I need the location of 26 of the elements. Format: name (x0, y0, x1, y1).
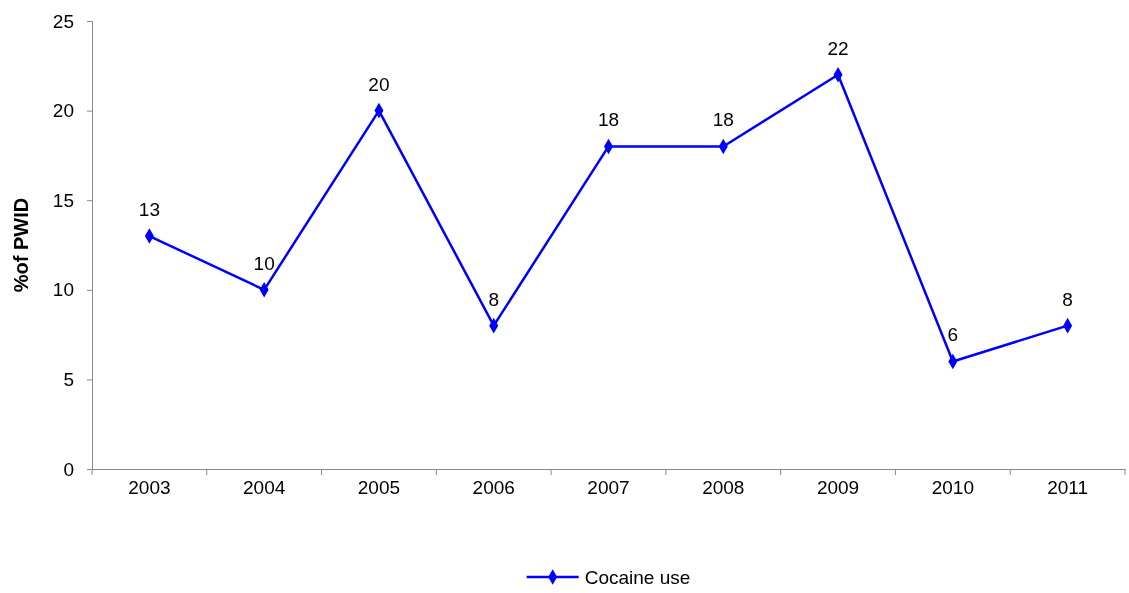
x-tick-label: 2008 (702, 477, 745, 498)
y-tick-label: 15 (52, 189, 74, 211)
x-tick-label: 2003 (128, 477, 171, 498)
y-tick-label: 5 (63, 368, 74, 390)
data-label: 13 (138, 199, 160, 221)
x-tick-label: 2007 (587, 477, 630, 498)
data-label: 10 (253, 252, 275, 274)
data-label: 18 (597, 109, 620, 131)
data-label: 20 (368, 73, 390, 95)
x-tick-label: 2005 (357, 477, 401, 498)
y-tick-label: 0 (63, 458, 74, 480)
data-label: 22 (827, 37, 849, 59)
x-tick-label: 2004 (243, 477, 286, 498)
x-tick-label: 2009 (816, 477, 860, 498)
x-tick-label: 2006 (472, 477, 515, 498)
legend-label: Cocaine use (584, 566, 691, 588)
y-tick-label: 10 (52, 279, 74, 301)
y-tick-label: 20 (52, 100, 74, 122)
x-tick-label: 2010 (931, 477, 974, 498)
y-tick-label: 25 (52, 10, 74, 32)
data-label: 8 (488, 288, 500, 310)
data-label: 18 (712, 109, 734, 131)
x-tick-label: 2011 (1047, 477, 1089, 498)
y-axis-title: %of PWID (10, 197, 32, 293)
data-label: 6 (947, 324, 959, 346)
data-label: 8 (1062, 288, 1073, 310)
